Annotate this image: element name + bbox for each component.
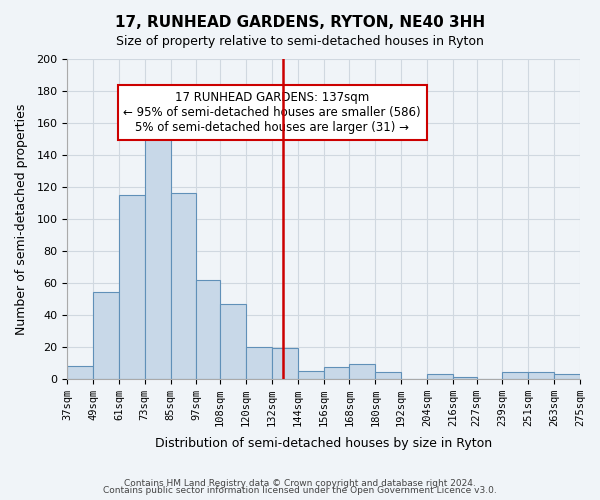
Bar xyxy=(272,348,298,378)
Text: Contains public sector information licensed under the Open Government Licence v3: Contains public sector information licen… xyxy=(103,486,497,495)
Bar xyxy=(427,374,453,378)
Bar xyxy=(376,372,401,378)
Bar xyxy=(67,366,93,378)
Bar xyxy=(196,280,220,378)
Bar xyxy=(502,372,528,378)
Text: Size of property relative to semi-detached houses in Ryton: Size of property relative to semi-detach… xyxy=(116,35,484,48)
Bar xyxy=(220,304,246,378)
Bar xyxy=(298,370,323,378)
Bar xyxy=(528,372,554,378)
X-axis label: Distribution of semi-detached houses by size in Ryton: Distribution of semi-detached houses by … xyxy=(155,437,492,450)
Bar xyxy=(119,195,145,378)
Text: 17 RUNHEAD GARDENS: 137sqm
← 95% of semi-detached houses are smaller (586)
5% of: 17 RUNHEAD GARDENS: 137sqm ← 95% of semi… xyxy=(124,91,421,134)
Text: 17, RUNHEAD GARDENS, RYTON, NE40 3HH: 17, RUNHEAD GARDENS, RYTON, NE40 3HH xyxy=(115,15,485,30)
Bar xyxy=(170,194,196,378)
Bar xyxy=(93,292,119,378)
Y-axis label: Number of semi-detached properties: Number of semi-detached properties xyxy=(15,103,28,334)
Bar xyxy=(145,126,170,378)
Bar xyxy=(349,364,376,378)
Bar xyxy=(554,374,580,378)
Bar xyxy=(453,377,476,378)
Bar xyxy=(323,368,349,378)
Bar xyxy=(246,346,272,378)
Text: Contains HM Land Registry data © Crown copyright and database right 2024.: Contains HM Land Registry data © Crown c… xyxy=(124,478,476,488)
